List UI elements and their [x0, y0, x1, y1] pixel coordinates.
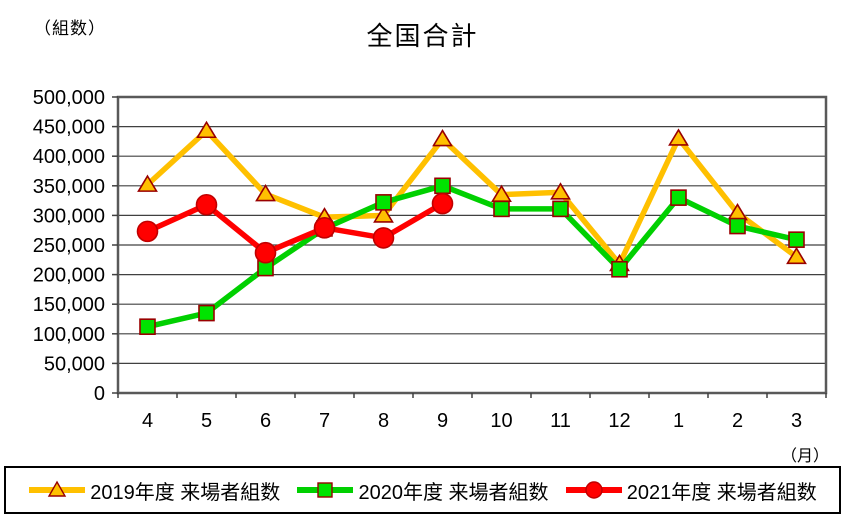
square-marker — [611, 260, 628, 278]
triangle-marker — [432, 128, 453, 147]
square-marker — [493, 200, 510, 218]
triangle-marker — [137, 174, 158, 192]
circle-marker — [431, 192, 454, 215]
x-axis-tick-label: 7 — [319, 410, 330, 432]
circle-marker — [372, 227, 395, 249]
y-axis-tick-label: 100,000 — [33, 324, 105, 346]
legend-triangle-line-icon — [29, 480, 86, 497]
x-axis-tick-label: 3 — [791, 410, 802, 432]
square-marker — [198, 304, 215, 322]
x-axis-tick-label: 12 — [608, 410, 630, 432]
y-axis-tick-label: 350,000 — [33, 176, 105, 198]
x-axis-tick-label: 10 — [490, 410, 512, 432]
series-line — [146, 182, 798, 330]
y-axis: 0 50,000 100,000 150,000 200,000 250,000 300,0… — [33, 87, 118, 405]
legend-item-2020: 2020年度 来場者組数 — [296, 476, 549, 505]
circle-marker — [254, 241, 277, 264]
triangle-marker — [373, 205, 394, 223]
y-axis-tick-label: 200,000 — [33, 265, 105, 287]
x-axis-tick-label: 2 — [732, 410, 743, 432]
square-marker — [788, 231, 805, 248]
x-axis-tick-label: 8 — [378, 410, 389, 432]
x-axis-tick-label: 9 — [437, 410, 448, 432]
chart-title: 全国合計 — [366, 21, 479, 51]
legend-label-2021: 2021年度 来場者組数 — [626, 481, 817, 504]
y-axis-unit-label: （組数） — [34, 19, 106, 38]
series-2021年度 来場者組数 — [136, 192, 454, 264]
square-marker — [375, 194, 392, 211]
y-axis-tick-label: 400,000 — [33, 146, 105, 168]
legend-label-2019: 2019年度 来場者組数 — [90, 481, 281, 504]
legend-circle-line-icon — [565, 481, 622, 499]
x-axis-tick-label: 5 — [201, 410, 212, 432]
square-marker — [670, 189, 687, 206]
legend-square-line-icon — [297, 482, 354, 498]
legend-item-2021: 2021年度 来場者組数 — [565, 476, 817, 505]
chart-legend: 2019年度 来場者組数 2020年度 来場者組数 2021年度 来場者組数 — [4, 466, 841, 514]
x-axis-tick-label: 6 — [260, 410, 271, 432]
y-axis-tick-label: 50,000 — [44, 353, 105, 375]
square-marker — [139, 318, 156, 335]
triangle-marker — [786, 246, 807, 265]
series-line — [145, 126, 799, 270]
y-axis-tick-label: 300,000 — [33, 205, 105, 227]
triangle-marker — [550, 182, 571, 200]
square-marker — [552, 200, 569, 218]
legend-item-2019: 2019年度 来場者組数 — [28, 476, 280, 505]
series-2020年度 来場者組数 — [139, 177, 805, 335]
x-axis: 4 5 6 7 8 9 10 11 12 1 2 3 — [117, 393, 827, 432]
y-axis-tick-label: 150,000 — [33, 294, 105, 316]
circle-marker — [195, 193, 218, 216]
triangle-marker — [668, 128, 689, 146]
x-axis-unit-label: （月） — [780, 448, 829, 465]
square-marker — [434, 177, 451, 195]
y-axis-tick-label: 0 — [94, 383, 105, 405]
gridlines — [118, 125, 826, 364]
x-axis-tick-label: 4 — [142, 410, 153, 432]
y-axis-tick-label: 250,000 — [33, 235, 105, 257]
line-chart: 0 50,000 100,000 150,000 200,000 250,000 300,0… — [33, 87, 828, 432]
x-axis-tick-label: 11 — [550, 410, 571, 432]
triangle-marker — [196, 120, 217, 139]
circle-marker — [136, 220, 159, 243]
x-axis-tick-label: 1 — [673, 410, 684, 432]
triangle-marker — [255, 184, 276, 202]
square-marker — [729, 217, 746, 235]
y-axis-tick-label: 450,000 — [33, 117, 105, 139]
y-axis-tick-label: 500,000 — [33, 87, 105, 109]
legend-label-2020: 2020年度 来場者組数 — [358, 481, 549, 504]
circle-marker — [313, 217, 336, 239]
